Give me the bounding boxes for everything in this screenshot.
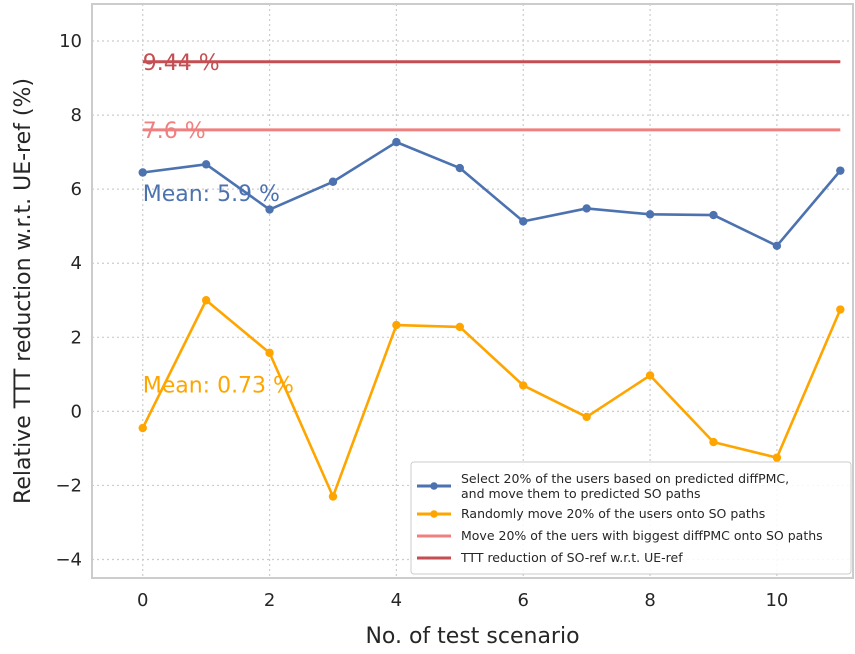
- data-point-predicted: [138, 168, 147, 177]
- legend-label-line: Randomly move 20% of the users onto SO p…: [461, 506, 765, 521]
- data-point-predicted: [709, 210, 718, 220]
- x-tick-label: 6: [518, 590, 529, 611]
- data-point-random: [772, 453, 782, 462]
- annotation-label: Mean: 5.9 %: [143, 182, 280, 207]
- x-axis-title: No. of test scenario: [365, 624, 579, 649]
- data-point-predicted: [201, 160, 211, 169]
- annotation-label: 7.6 %: [143, 119, 206, 144]
- legend-label-line: and move them to predicted SO paths: [461, 486, 701, 501]
- data-point-random: [709, 437, 718, 447]
- data-point-predicted: [455, 163, 465, 173]
- y-tick-label: 10: [59, 31, 82, 52]
- data-point-predicted: [328, 177, 338, 186]
- y-tick-label: 8: [71, 105, 82, 126]
- data-point-predicted: [645, 210, 655, 219]
- data-point-random: [328, 492, 338, 501]
- x-tick-label: 0: [137, 590, 148, 611]
- legend-label-soref: TTT reduction of SO-ref w.r.t. UE-ref: [460, 550, 683, 565]
- x-tick-label: 2: [264, 590, 275, 611]
- legend-label-predicted: Select 20% of the users based on predict…: [461, 471, 789, 501]
- legend: Select 20% of the users based on predict…: [410, 461, 852, 575]
- x-tick-label: 4: [391, 590, 402, 611]
- y-tick-label: 2: [71, 327, 82, 348]
- y-tick-label: 0: [71, 401, 82, 422]
- legend-marker-random: [430, 510, 438, 518]
- x-tick-label: 8: [644, 590, 655, 611]
- legend-label-line: Select 20% of the users based on predict…: [461, 471, 789, 486]
- legend-label-line: TTT reduction of SO-ref w.r.t. UE-ref: [460, 550, 683, 565]
- data-point-predicted: [582, 204, 591, 213]
- reference-lines: [142, 60, 841, 132]
- legend-marker-predicted: [430, 482, 438, 490]
- data-point-predicted: [265, 205, 274, 214]
- data-point-predicted: [519, 217, 528, 226]
- data-point-predicted: [836, 166, 845, 175]
- legend-label-line: Move 20% of the uers with biggest diffPM…: [461, 528, 823, 543]
- data-point-predicted: [772, 241, 782, 251]
- data-point-random: [836, 305, 845, 314]
- data-point-random: [519, 381, 528, 390]
- legend-label-random: Randomly move 20% of the users onto SO p…: [461, 506, 765, 521]
- data-point-random: [201, 296, 211, 305]
- y-tick-label: −4: [55, 549, 82, 570]
- y-tick-label: 4: [71, 253, 82, 274]
- data-point-random: [582, 412, 591, 422]
- data-point-random: [392, 320, 401, 330]
- annotation-label: Mean: 0.73 %: [143, 373, 294, 398]
- plot-frame: [91, 3, 854, 579]
- y-tick-label: 6: [71, 179, 82, 200]
- tick-labels: 0 2 4 6 8 10 −4 −2 0 2 4 6 8 10: [55, 31, 788, 611]
- legend-label-biggest: Move 20% of the uers with biggest diffPM…: [461, 528, 823, 543]
- data-point-predicted: [392, 137, 401, 147]
- y-axis-title: Relative TTT reduction w.r.t. UE-ref (%): [11, 78, 36, 504]
- legend-box: [410, 461, 852, 575]
- data-series: [138, 137, 845, 501]
- data-point-random: [645, 371, 655, 380]
- annotations: 9.44 % 7.6 % Mean: 5.9 % Mean: 0.73 %: [143, 51, 294, 399]
- series-line-predicted: [142, 140, 842, 248]
- series-line-random: [141, 298, 842, 498]
- annotation-label: 9.44 %: [143, 51, 220, 76]
- y-tick-label: −2: [55, 475, 82, 496]
- data-point-random: [455, 322, 465, 332]
- x-tick-label: 10: [765, 590, 788, 611]
- data-point-random: [138, 423, 147, 433]
- data-point-random: [265, 348, 274, 358]
